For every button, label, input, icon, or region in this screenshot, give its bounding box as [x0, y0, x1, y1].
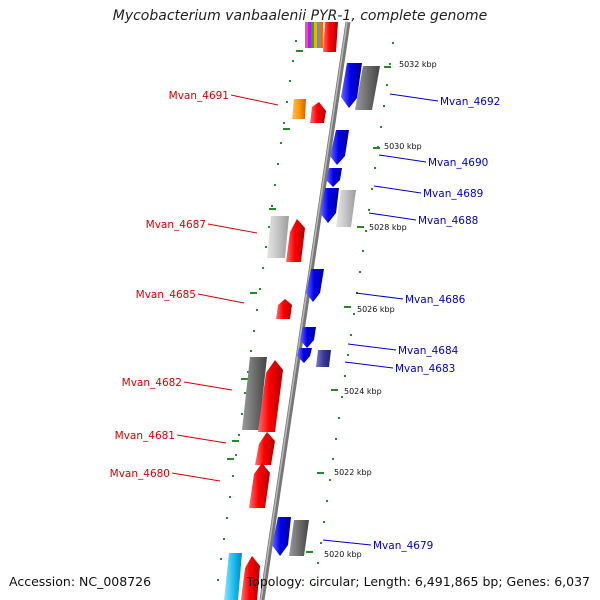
label-mvan-4692[interactable]: Mvan_4692: [440, 96, 500, 108]
gene-mvan-4692-grey[interactable]: [355, 66, 380, 110]
gene-bottom-red: [241, 556, 260, 600]
gene-mvan-4681[interactable]: [255, 432, 275, 465]
gene-mvan-4680[interactable]: [249, 463, 270, 508]
tick-track-left: [217, 40, 297, 581]
gene-mvan-4686[interactable]: [306, 269, 324, 302]
label-mvan-4683[interactable]: Mvan_4683: [395, 363, 455, 375]
label-mvan-4680[interactable]: Mvan_4680: [110, 468, 170, 480]
gene-mvan-4690[interactable]: [330, 130, 349, 165]
gene-mvan-4684[interactable]: [297, 348, 312, 363]
gene-mvan-4687[interactable]: [286, 219, 305, 262]
topology-label: Topology: circular; Length: 6,491,865 bp…: [246, 574, 590, 589]
gene-mvan-4679[interactable]: [272, 517, 291, 556]
gene-bottom-cyan: [224, 553, 242, 600]
label-mvan-4686[interactable]: Mvan_4686: [405, 294, 466, 306]
scale-label-5022: 5022 kbp: [334, 468, 372, 477]
gene-mvan-4688[interactable]: [320, 188, 339, 223]
gene-mvan-4684-a[interactable]: [300, 327, 316, 348]
label-mvan-4682[interactable]: Mvan_4682: [122, 377, 182, 389]
gene-mvan-4687-grey[interactable]: [267, 216, 289, 258]
genome-backbone: [259, 21, 351, 600]
scale-label-5030: 5030 kbp: [384, 142, 422, 151]
gene-mvan-4682[interactable]: [258, 360, 283, 432]
scale-label-5026: 5026 kbp: [357, 305, 395, 314]
gene-mvan-4691-orange[interactable]: [292, 99, 306, 119]
gene-cluster-top: [305, 22, 338, 52]
tick-track-right-major: [306, 66, 391, 553]
gene-mvan-4688-grey[interactable]: [336, 190, 356, 227]
accession-label: Accession: NC_008726: [9, 574, 152, 589]
label-mvan-4685[interactable]: Mvan_4685: [136, 289, 196, 301]
label-mvan-4691[interactable]: Mvan_4691: [169, 90, 229, 102]
gene-mvan-4685[interactable]: [276, 299, 292, 319]
scale-label-5020: 5020 kbp: [324, 550, 362, 559]
label-mvan-4689[interactable]: Mvan_4689: [423, 188, 483, 200]
scale-label-5032: 5032 kbp: [399, 60, 437, 69]
scale-label-5028: 5028 kbp: [369, 223, 407, 232]
tick-track-right: [314, 42, 394, 585]
map-title: Mycobacterium vanbaalenii PYR-1, complet…: [112, 8, 488, 24]
genome-backbone-highlight: [260, 21, 348, 600]
gene-mvan-4691[interactable]: [310, 102, 326, 123]
label-mvan-4690[interactable]: Mvan_4690: [428, 157, 488, 169]
label-mvan-4688[interactable]: Mvan_4688: [418, 215, 478, 227]
label-mvan-4687[interactable]: Mvan_4687: [146, 219, 206, 231]
label-mvan-4679[interactable]: Mvan_4679: [373, 540, 433, 552]
gene-mvan-4692[interactable]: [341, 63, 362, 108]
gene-mvan-4683[interactable]: [316, 350, 331, 367]
label-leaders-reverse: [322, 93, 439, 546]
scale-label-5024: 5024 kbp: [344, 387, 382, 396]
label-leaders-forward: [171, 94, 279, 482]
label-mvan-4681[interactable]: Mvan_4681: [115, 430, 175, 442]
gene-mvan-4679-grey[interactable]: [289, 520, 309, 556]
gene-mvan-4689[interactable]: [326, 168, 342, 187]
tick-track-left-major: [227, 50, 303, 460]
label-mvan-4684[interactable]: Mvan_4684: [398, 345, 459, 357]
